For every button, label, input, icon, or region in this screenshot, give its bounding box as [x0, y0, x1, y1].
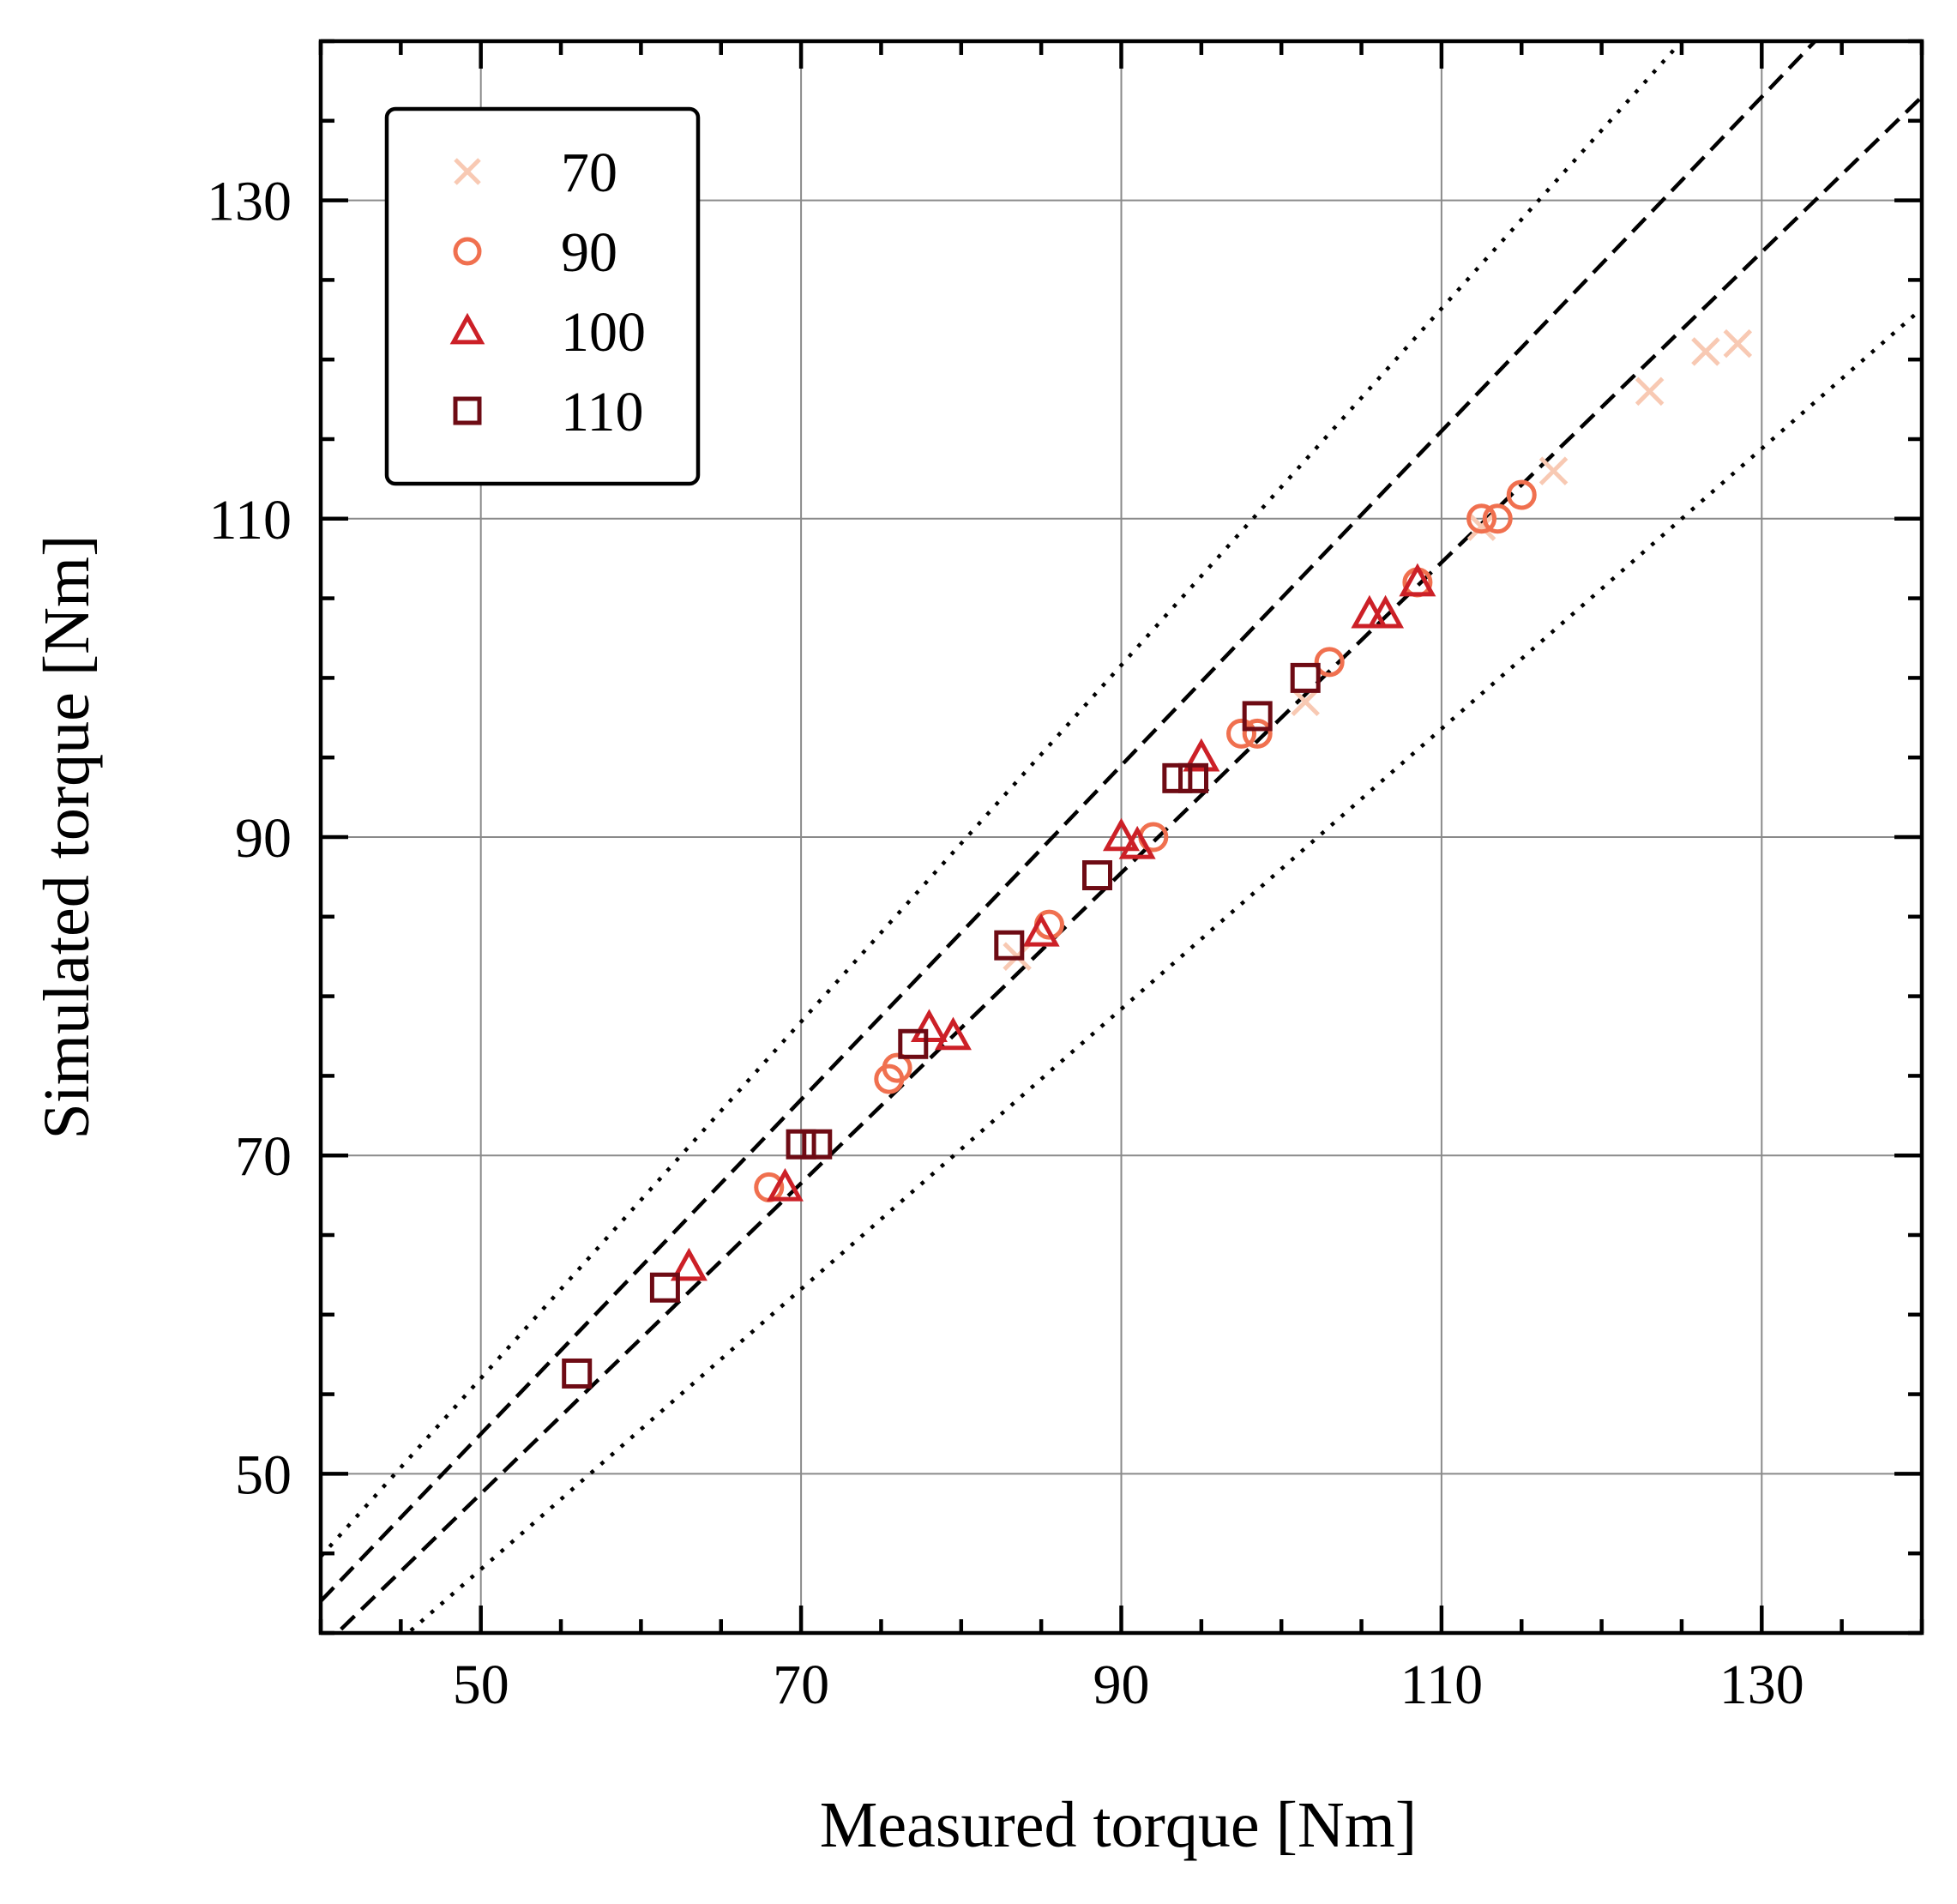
series-110 — [562, 662, 1321, 1389]
data-point — [1399, 563, 1436, 597]
legend-marker — [453, 237, 482, 266]
data-point — [1314, 647, 1345, 678]
x-tick-label: 90 — [1093, 1654, 1150, 1716]
grid-lines — [321, 41, 1922, 1633]
reference-lines — [321, 41, 1922, 1633]
data-point — [1466, 512, 1496, 541]
data-point — [882, 1052, 912, 1083]
y-tick-label: 130 — [207, 171, 292, 233]
data-point — [1178, 762, 1209, 793]
reference-line-dashed — [321, 41, 1818, 1603]
reference-line-dotted — [405, 307, 1922, 1633]
y-tick-labels: 50 70 90 110 130 — [207, 171, 292, 1507]
legend-box — [384, 106, 701, 486]
data-point — [1162, 762, 1193, 793]
data-point — [1242, 701, 1273, 732]
legend-item-100: 100 — [449, 301, 646, 364]
legend-item-110: 110 — [453, 381, 644, 443]
data-point — [934, 1016, 972, 1051]
data-point — [1226, 718, 1257, 749]
legend-label: 100 — [561, 301, 646, 364]
data-point — [1723, 328, 1753, 359]
data-point — [1466, 503, 1497, 534]
data-point — [786, 1129, 816, 1160]
x-tick-label: 110 — [1400, 1654, 1484, 1716]
data-point — [1183, 738, 1220, 772]
data-point — [562, 1358, 593, 1389]
data-point — [766, 1167, 804, 1202]
data-point — [898, 1028, 929, 1059]
data-point — [994, 930, 1025, 961]
data-point — [1118, 825, 1156, 859]
legend-label: 70 — [561, 142, 617, 204]
data-point — [1081, 860, 1112, 891]
reference-line-dashed — [334, 95, 1922, 1633]
data-point — [1691, 337, 1720, 366]
y-tick-label: 90 — [235, 807, 292, 870]
legend-marker — [453, 396, 482, 425]
axis-ticks — [318, 39, 1924, 1636]
x-tick-label: 130 — [1719, 1654, 1804, 1716]
legend-marker — [449, 312, 485, 345]
data-point — [649, 1272, 680, 1303]
data-point — [802, 1129, 833, 1160]
data-point — [1022, 913, 1060, 947]
x-tick-labels: 50 70 90 110 130 — [453, 1654, 1804, 1716]
data-point — [1506, 479, 1537, 510]
data-point — [1290, 662, 1321, 693]
data-point — [670, 1247, 708, 1281]
data-point — [910, 1009, 948, 1043]
y-tick-label: 110 — [208, 489, 292, 551]
data-point — [1482, 503, 1513, 534]
y-tick-label: 70 — [235, 1125, 292, 1188]
data-point — [1242, 718, 1273, 749]
data-point — [1291, 687, 1320, 717]
data-point — [1635, 377, 1665, 407]
data-point — [1539, 456, 1569, 485]
reference-line-dotted — [321, 41, 1684, 1558]
x-tick-label: 70 — [773, 1654, 829, 1716]
x-axis-label: Measured torque [Nm] — [820, 1789, 1417, 1861]
legend-marker — [454, 158, 481, 185]
data-point — [1367, 594, 1405, 629]
x-tick-label: 50 — [453, 1654, 509, 1716]
legend-item-90: 90 — [453, 221, 617, 284]
y-axis-label: Simulated torque [Nm] — [31, 535, 103, 1140]
series-100 — [670, 563, 1436, 1281]
legend-label: 90 — [561, 221, 617, 284]
data-point — [1103, 817, 1140, 852]
legend-label: 110 — [561, 381, 644, 443]
data-points — [562, 328, 1753, 1389]
legend: 70 90 100 110 — [384, 106, 701, 486]
y-tick-label: 50 — [235, 1443, 292, 1506]
series-70 — [1003, 328, 1753, 971]
legend-item-70: 70 — [454, 142, 617, 204]
